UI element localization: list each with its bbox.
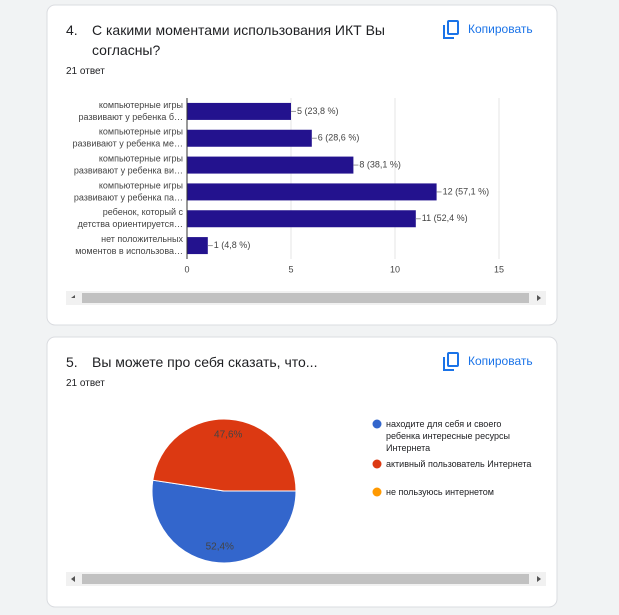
- value-label: 11 (52,4 %): [422, 213, 468, 223]
- card: [46, 336, 558, 608]
- y-tick-label: развивают у ребенка б…: [79, 112, 183, 122]
- bar: [187, 129, 312, 147]
- y-tick-label: компьютерные игры: [99, 180, 183, 190]
- pie-slice: [152, 418, 297, 492]
- copy-button[interactable]: Копировать: [468, 354, 533, 368]
- response-count: 21 ответ: [66, 378, 105, 389]
- legend-swatch: [372, 419, 382, 429]
- response-count: 21 ответ: [66, 66, 105, 77]
- x-tick-label: 5: [288, 264, 293, 274]
- value-label: 5 (23,8 %): [297, 106, 339, 116]
- scrollbar[interactable]: [66, 572, 546, 586]
- scrollbar[interactable]: [66, 291, 546, 305]
- legend-swatch: [372, 459, 382, 469]
- chart-title: Вы можете про себя сказать, что...: [92, 354, 318, 370]
- y-tick-label: развивают у ребенка ме…: [73, 139, 183, 149]
- copy-button[interactable]: Копировать: [468, 22, 533, 36]
- bar: [187, 183, 437, 201]
- value-label: 52,4%: [206, 542, 234, 553]
- y-tick-label: нет положительных: [101, 234, 183, 244]
- pie-slice: [151, 479, 297, 564]
- bar: [187, 237, 208, 255]
- value-label: 6 (28,6 %): [318, 133, 360, 143]
- y-tick-label: компьютерные игры: [99, 100, 183, 110]
- legend-swatch: [372, 487, 382, 497]
- bar: [187, 210, 416, 228]
- copy-icon[interactable]: [443, 352, 459, 371]
- value-label: 8 (38,1 %): [359, 159, 401, 169]
- value-label: 12 (57,1 %): [443, 186, 490, 196]
- value-label: 1 (4,8 %): [214, 240, 251, 250]
- x-tick-label: 15: [494, 264, 504, 274]
- legend-label: активный пользователь Интернета: [386, 459, 532, 469]
- legend-label: находите для себя и своего ребенка интер…: [386, 419, 510, 453]
- y-tick-label: развивают у ребенка па…: [74, 192, 183, 202]
- y-tick-label: развивают у ребенка ви…: [74, 165, 183, 175]
- bar: [187, 102, 291, 120]
- y-tick-label: компьютерные игры: [99, 153, 183, 163]
- copy-icon[interactable]: [443, 20, 459, 39]
- bar: [187, 156, 354, 174]
- x-tick-label: 10: [390, 264, 400, 274]
- y-tick-label: ребенок, который с: [103, 207, 184, 217]
- value-label: 47,6%: [214, 430, 242, 441]
- y-tick-label: детства ориентируется…: [78, 219, 183, 229]
- chart-title: С какими моментами использования ИКТ Вы …: [92, 22, 385, 58]
- y-tick-label: моментов в использова…: [75, 246, 183, 256]
- x-tick-label: 0: [184, 264, 189, 274]
- legend-label: не пользуюсь интернетом: [386, 487, 494, 497]
- question-number: 4.: [66, 22, 78, 38]
- y-tick-label: компьютерные игры: [99, 127, 183, 137]
- question-number: 5.: [66, 354, 78, 370]
